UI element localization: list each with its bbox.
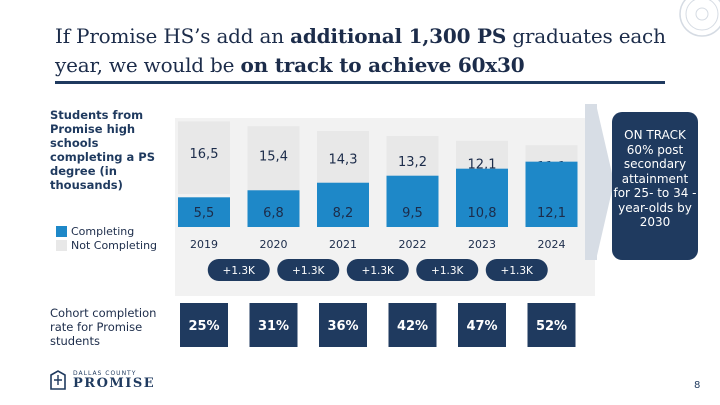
increment-label-5: +1.3K	[501, 265, 534, 277]
increment-pill-1	[207, 259, 270, 281]
category-label-2021: 2021	[329, 238, 357, 251]
cohort-rate-box-2024	[527, 303, 576, 347]
title-line1-post: graduates each	[506, 24, 666, 48]
label-completing-2019: 5,5	[194, 206, 215, 221]
logo-subtitle: DALLAS COUNTY	[73, 369, 137, 377]
on-track-callout: ON TRACK 60% post secondary attainment f…	[612, 112, 698, 260]
cohort-rate-2023: 47%	[466, 319, 497, 334]
cohort-rate-box-2021	[319, 303, 367, 347]
legend-item-completing: Completing	[56, 224, 157, 238]
legend-item-not-completing: Not Completing	[56, 238, 157, 252]
title-line2-bold: on track to achieve 60x30	[240, 53, 525, 77]
bar-completing-2023	[456, 168, 508, 227]
page-number: 8	[694, 380, 701, 391]
cohort-rate-2021: 36%	[327, 319, 358, 334]
legend-label-not-completing: Not Completing	[71, 238, 158, 252]
bar-completing-2020	[247, 190, 300, 227]
category-label-2023: 2023	[468, 238, 496, 251]
cohort-rate-box-2022	[388, 303, 437, 347]
chart-legend: Completing Not Completing	[56, 224, 157, 252]
promise-logo-icon	[50, 370, 66, 390]
increment-label-4: +1.3K	[431, 265, 464, 277]
label-completing-2020: 6,8	[263, 206, 284, 221]
logo-title: PROMISE	[73, 375, 156, 391]
cohort-rate-2020: 31%	[258, 319, 289, 334]
cohort-rate-box-2023	[458, 303, 506, 347]
legend-swatch-not-completing	[56, 239, 67, 251]
label-not-completing-2021: 14,3	[329, 152, 358, 167]
slide-title: If Promise HS’s add an additional 1,300 …	[55, 22, 675, 80]
legend-label-completing: Completing	[71, 224, 135, 238]
category-label-2019: 2019	[190, 238, 218, 251]
category-label-2024: 2024	[538, 238, 566, 251]
cohort-rate-2024: 52%	[536, 319, 567, 334]
legend-swatch-completing	[56, 225, 67, 237]
category-label-2022: 2022	[399, 238, 427, 251]
cohort-rate-2022: 42%	[397, 319, 428, 334]
title-line1-bold: additional 1,300 PS	[290, 24, 507, 48]
cohort-rate-label: Cohort completion rate for Promise stude…	[50, 306, 157, 348]
title-underline	[55, 81, 665, 84]
label-not-completing-2019: 16,5	[190, 147, 219, 162]
title-line1-pre: If Promise HS’s add an	[55, 24, 291, 48]
category-label-2020: 2020	[260, 238, 288, 251]
ontrack-arrow-head	[596, 104, 614, 260]
label-completing-2021: 8,2	[333, 206, 354, 221]
bar-completing-2021	[317, 182, 369, 227]
cohort-rate-2019: 25%	[188, 319, 219, 334]
cohort-rate-box-2019	[180, 303, 228, 347]
ontrack-arrow-tail	[585, 104, 597, 260]
increment-pill-2	[277, 259, 340, 281]
increment-pill-3	[346, 259, 409, 281]
bar-completing-2019	[178, 197, 230, 227]
bar-completing-2024	[525, 161, 578, 227]
cohort-rate-box-2020	[249, 303, 298, 347]
bar-not-completing-2019	[178, 121, 230, 194]
promise-logo: DALLAS COUNTY PROMISE	[48, 369, 155, 391]
seal-watermark-icon	[679, 0, 720, 37]
label-not-completing-2022: 13,2	[398, 155, 427, 170]
y-axis-label: Students from Promise high schools compl…	[50, 108, 156, 192]
increment-pill-4	[416, 259, 479, 281]
title-line2-pre: year, we would be	[55, 53, 241, 77]
bar-completing-2022	[386, 175, 439, 227]
increment-label-1: +1.3K	[223, 265, 256, 277]
increment-label-2: +1.3K	[292, 265, 325, 277]
bar-not-completing-2020	[247, 126, 300, 194]
label-not-completing-2020: 15,4	[259, 150, 288, 165]
label-completing-2022: 9,5	[402, 206, 423, 221]
label-completing-2024: 12,1	[537, 206, 566, 221]
increment-label-3: +1.3K	[362, 265, 395, 277]
label-completing-2023: 10,8	[468, 206, 497, 221]
increment-pill-5	[485, 259, 548, 281]
